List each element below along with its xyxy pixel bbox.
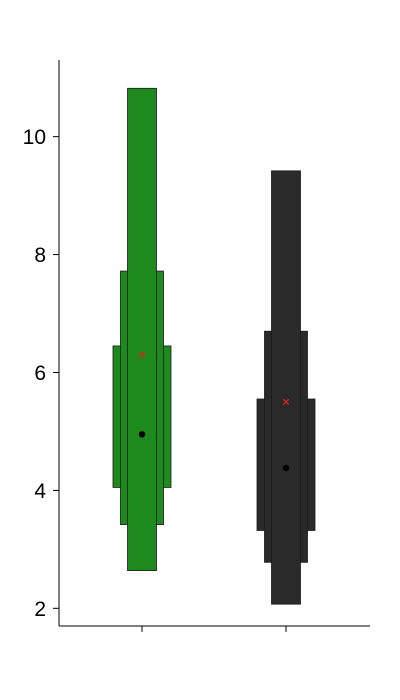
- mean-marker: [282, 398, 290, 406]
- boxen-series-2: [256, 170, 316, 605]
- median-marker: [138, 431, 146, 438]
- letter-value-box: [271, 170, 301, 605]
- median-marker: [282, 464, 290, 472]
- letter-value-box: [127, 87, 157, 571]
- x-axis-ticks: [141, 626, 287, 632]
- y-tick-label: 8: [34, 244, 46, 267]
- y-axis-ticks: 2 4 6 8 10: [23, 126, 59, 621]
- plot-area: [112, 87, 316, 605]
- y-tick-label: 4: [34, 480, 46, 503]
- y-tick-label: 2: [34, 598, 46, 621]
- mean-marker: [138, 351, 146, 359]
- y-tick-label: 6: [34, 362, 46, 385]
- boxen-series-1: [112, 87, 172, 571]
- y-tick-label: 10: [23, 126, 46, 149]
